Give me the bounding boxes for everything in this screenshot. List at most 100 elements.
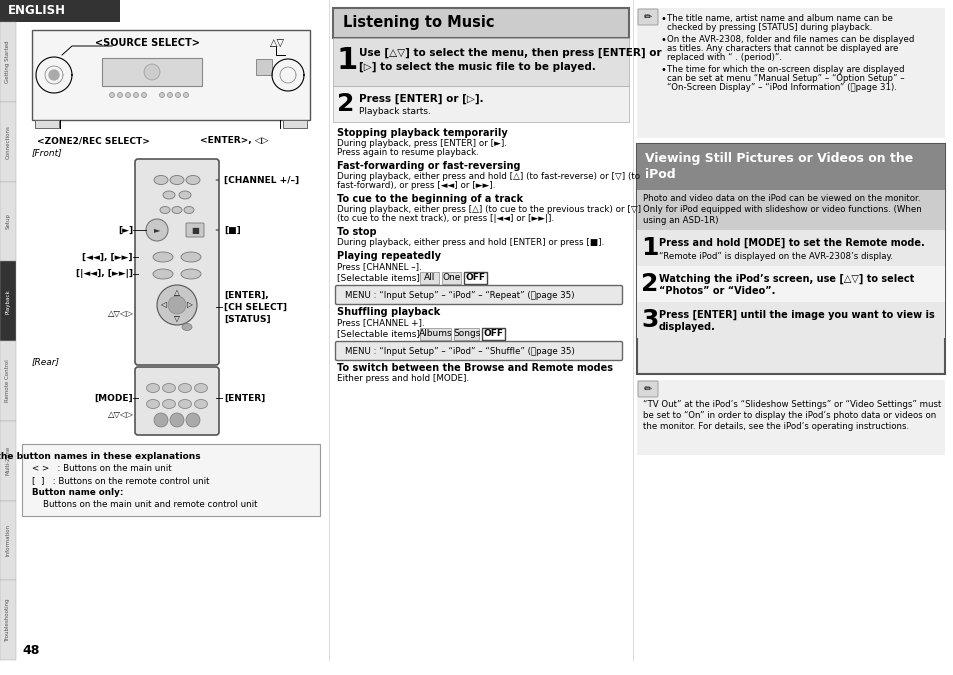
Text: Listening to Music: Listening to Music bbox=[343, 16, 494, 30]
Ellipse shape bbox=[153, 176, 168, 184]
Text: “On-Screen Display” – “iPod Information” (⭐page 31).: “On-Screen Display” – “iPod Information”… bbox=[666, 83, 896, 92]
Ellipse shape bbox=[162, 383, 175, 392]
Text: Multi-Zone: Multi-Zone bbox=[6, 446, 10, 475]
Text: ◁: ◁ bbox=[161, 300, 167, 310]
Circle shape bbox=[168, 92, 172, 97]
Circle shape bbox=[126, 92, 131, 97]
Ellipse shape bbox=[181, 252, 201, 262]
Text: [ENTER],: [ENTER], bbox=[224, 290, 269, 300]
Ellipse shape bbox=[178, 383, 192, 392]
Circle shape bbox=[168, 296, 186, 314]
Text: (to cue to the next track), or press [|◄◄] or [►►|].: (to cue to the next track), or press [|◄… bbox=[336, 214, 554, 223]
Text: [CH SELECT]: [CH SELECT] bbox=[224, 302, 287, 311]
Circle shape bbox=[175, 92, 180, 97]
Text: [|◄◄], [►►|]: [|◄◄], [►►|] bbox=[76, 269, 132, 279]
Text: can be set at menu “Manual Setup” – “Option Setup” –: can be set at menu “Manual Setup” – “Opt… bbox=[666, 74, 903, 83]
Text: Remote Control: Remote Control bbox=[6, 360, 10, 402]
Text: •: • bbox=[660, 35, 666, 45]
Text: ENGLISH: ENGLISH bbox=[8, 5, 66, 18]
FancyBboxPatch shape bbox=[420, 271, 439, 284]
FancyBboxPatch shape bbox=[283, 120, 307, 128]
Ellipse shape bbox=[147, 383, 159, 392]
Text: ✏: ✏ bbox=[643, 12, 652, 22]
Text: Information: Information bbox=[6, 524, 10, 556]
FancyBboxPatch shape bbox=[333, 8, 628, 38]
Ellipse shape bbox=[186, 176, 200, 184]
Text: iPod: iPod bbox=[644, 168, 675, 181]
Ellipse shape bbox=[170, 176, 184, 184]
Text: Albums: Albums bbox=[418, 329, 453, 338]
Circle shape bbox=[110, 92, 114, 97]
Text: OFF: OFF bbox=[465, 273, 485, 282]
Text: •: • bbox=[660, 14, 666, 24]
Text: [  ]   : Buttons on the remote control unit: [ ] : Buttons on the remote control unit bbox=[32, 476, 210, 485]
FancyBboxPatch shape bbox=[464, 271, 487, 284]
FancyBboxPatch shape bbox=[35, 120, 59, 128]
Ellipse shape bbox=[194, 383, 208, 392]
Text: <SOURCE SELECT>: <SOURCE SELECT> bbox=[95, 38, 200, 48]
Text: [■]: [■] bbox=[215, 225, 240, 234]
Ellipse shape bbox=[181, 269, 201, 279]
FancyBboxPatch shape bbox=[0, 421, 16, 500]
Text: 1: 1 bbox=[640, 236, 658, 260]
Text: “TV Out” at the iPod’s “Slideshow Settings” or “Video Settings” must: “TV Out” at the iPod’s “Slideshow Settin… bbox=[642, 400, 941, 409]
FancyBboxPatch shape bbox=[637, 380, 944, 455]
FancyBboxPatch shape bbox=[420, 327, 451, 340]
Text: Shuffling playback: Shuffling playback bbox=[336, 307, 439, 317]
FancyBboxPatch shape bbox=[0, 22, 16, 102]
Text: 2: 2 bbox=[640, 272, 658, 296]
Text: Viewing Still Pictures or Videos on the: Viewing Still Pictures or Videos on the bbox=[644, 152, 912, 165]
Text: Songs: Songs bbox=[453, 329, 480, 338]
Text: Press [ENTER] until the image you want to view is: Press [ENTER] until the image you want t… bbox=[659, 310, 934, 320]
Circle shape bbox=[146, 219, 168, 241]
Text: replaced with “ . (period)”.: replaced with “ . (period)”. bbox=[666, 53, 781, 62]
FancyBboxPatch shape bbox=[0, 261, 16, 341]
Ellipse shape bbox=[184, 207, 193, 213]
Text: 2: 2 bbox=[336, 92, 354, 116]
Circle shape bbox=[133, 92, 138, 97]
Ellipse shape bbox=[160, 207, 170, 213]
FancyBboxPatch shape bbox=[454, 327, 479, 340]
FancyBboxPatch shape bbox=[0, 341, 16, 421]
Text: Button name only:: Button name only: bbox=[32, 488, 123, 497]
Text: MENU : “Input Setup” – “iPod” – “Repeat” (⭐page 35): MENU : “Input Setup” – “iPod” – “Repeat”… bbox=[345, 290, 574, 300]
Text: Press and hold [MODE] to set the Remote mode.: Press and hold [MODE] to set the Remote … bbox=[659, 238, 923, 248]
Text: <ENTER>, ◁▷: <ENTER>, ◁▷ bbox=[200, 136, 268, 145]
Text: Press [ENTER] or [▷].: Press [ENTER] or [▷]. bbox=[358, 94, 483, 104]
Text: △▽◁▷: △▽◁▷ bbox=[108, 308, 133, 317]
Text: To stop: To stop bbox=[336, 227, 376, 237]
Text: the monitor. For details, see the iPod’s operating instructions.: the monitor. For details, see the iPod’s… bbox=[642, 422, 908, 431]
Circle shape bbox=[153, 413, 168, 427]
FancyBboxPatch shape bbox=[102, 58, 202, 86]
Text: Getting Started: Getting Started bbox=[6, 40, 10, 83]
Circle shape bbox=[186, 413, 200, 427]
Ellipse shape bbox=[179, 191, 191, 199]
Text: 3: 3 bbox=[640, 308, 658, 332]
Ellipse shape bbox=[152, 269, 172, 279]
Text: be set to “On” in order to display the iPod’s photo data or videos on: be set to “On” in order to display the i… bbox=[642, 411, 935, 420]
FancyBboxPatch shape bbox=[0, 182, 16, 261]
Text: 48: 48 bbox=[22, 643, 39, 657]
Text: [Rear]: [Rear] bbox=[32, 357, 60, 366]
Text: [STATUS]: [STATUS] bbox=[224, 315, 271, 323]
Text: During playback, either press and hold [△] (to fast-reverse) or [▽] (to: During playback, either press and hold [… bbox=[336, 172, 639, 181]
Text: “Remote iPod” is displayed on the AVR-2308’s display.: “Remote iPod” is displayed on the AVR-23… bbox=[659, 252, 892, 261]
FancyBboxPatch shape bbox=[637, 266, 944, 302]
Text: [ENTER]: [ENTER] bbox=[224, 394, 265, 402]
Text: Playing repeatedly: Playing repeatedly bbox=[336, 251, 440, 261]
FancyBboxPatch shape bbox=[482, 327, 505, 340]
FancyBboxPatch shape bbox=[335, 342, 622, 360]
FancyBboxPatch shape bbox=[335, 286, 622, 304]
Text: Playback: Playback bbox=[6, 289, 10, 313]
Ellipse shape bbox=[178, 400, 192, 408]
Text: During playback, either press and hold [ENTER] or press [■].: During playback, either press and hold [… bbox=[336, 238, 603, 247]
Text: [MODE]: [MODE] bbox=[94, 394, 132, 402]
Text: The time for which the on-screen display are displayed: The time for which the on-screen display… bbox=[666, 65, 903, 74]
Text: △▽: △▽ bbox=[270, 38, 285, 48]
FancyBboxPatch shape bbox=[637, 144, 944, 374]
Ellipse shape bbox=[162, 400, 175, 408]
Text: •: • bbox=[660, 65, 666, 75]
Text: < >   : Buttons on the main unit: < > : Buttons on the main unit bbox=[32, 464, 172, 473]
Text: To cue to the beginning of a track: To cue to the beginning of a track bbox=[336, 194, 522, 204]
Text: During playback, either press [△] (to cue to the previous track) or [▽]: During playback, either press [△] (to cu… bbox=[336, 205, 640, 214]
